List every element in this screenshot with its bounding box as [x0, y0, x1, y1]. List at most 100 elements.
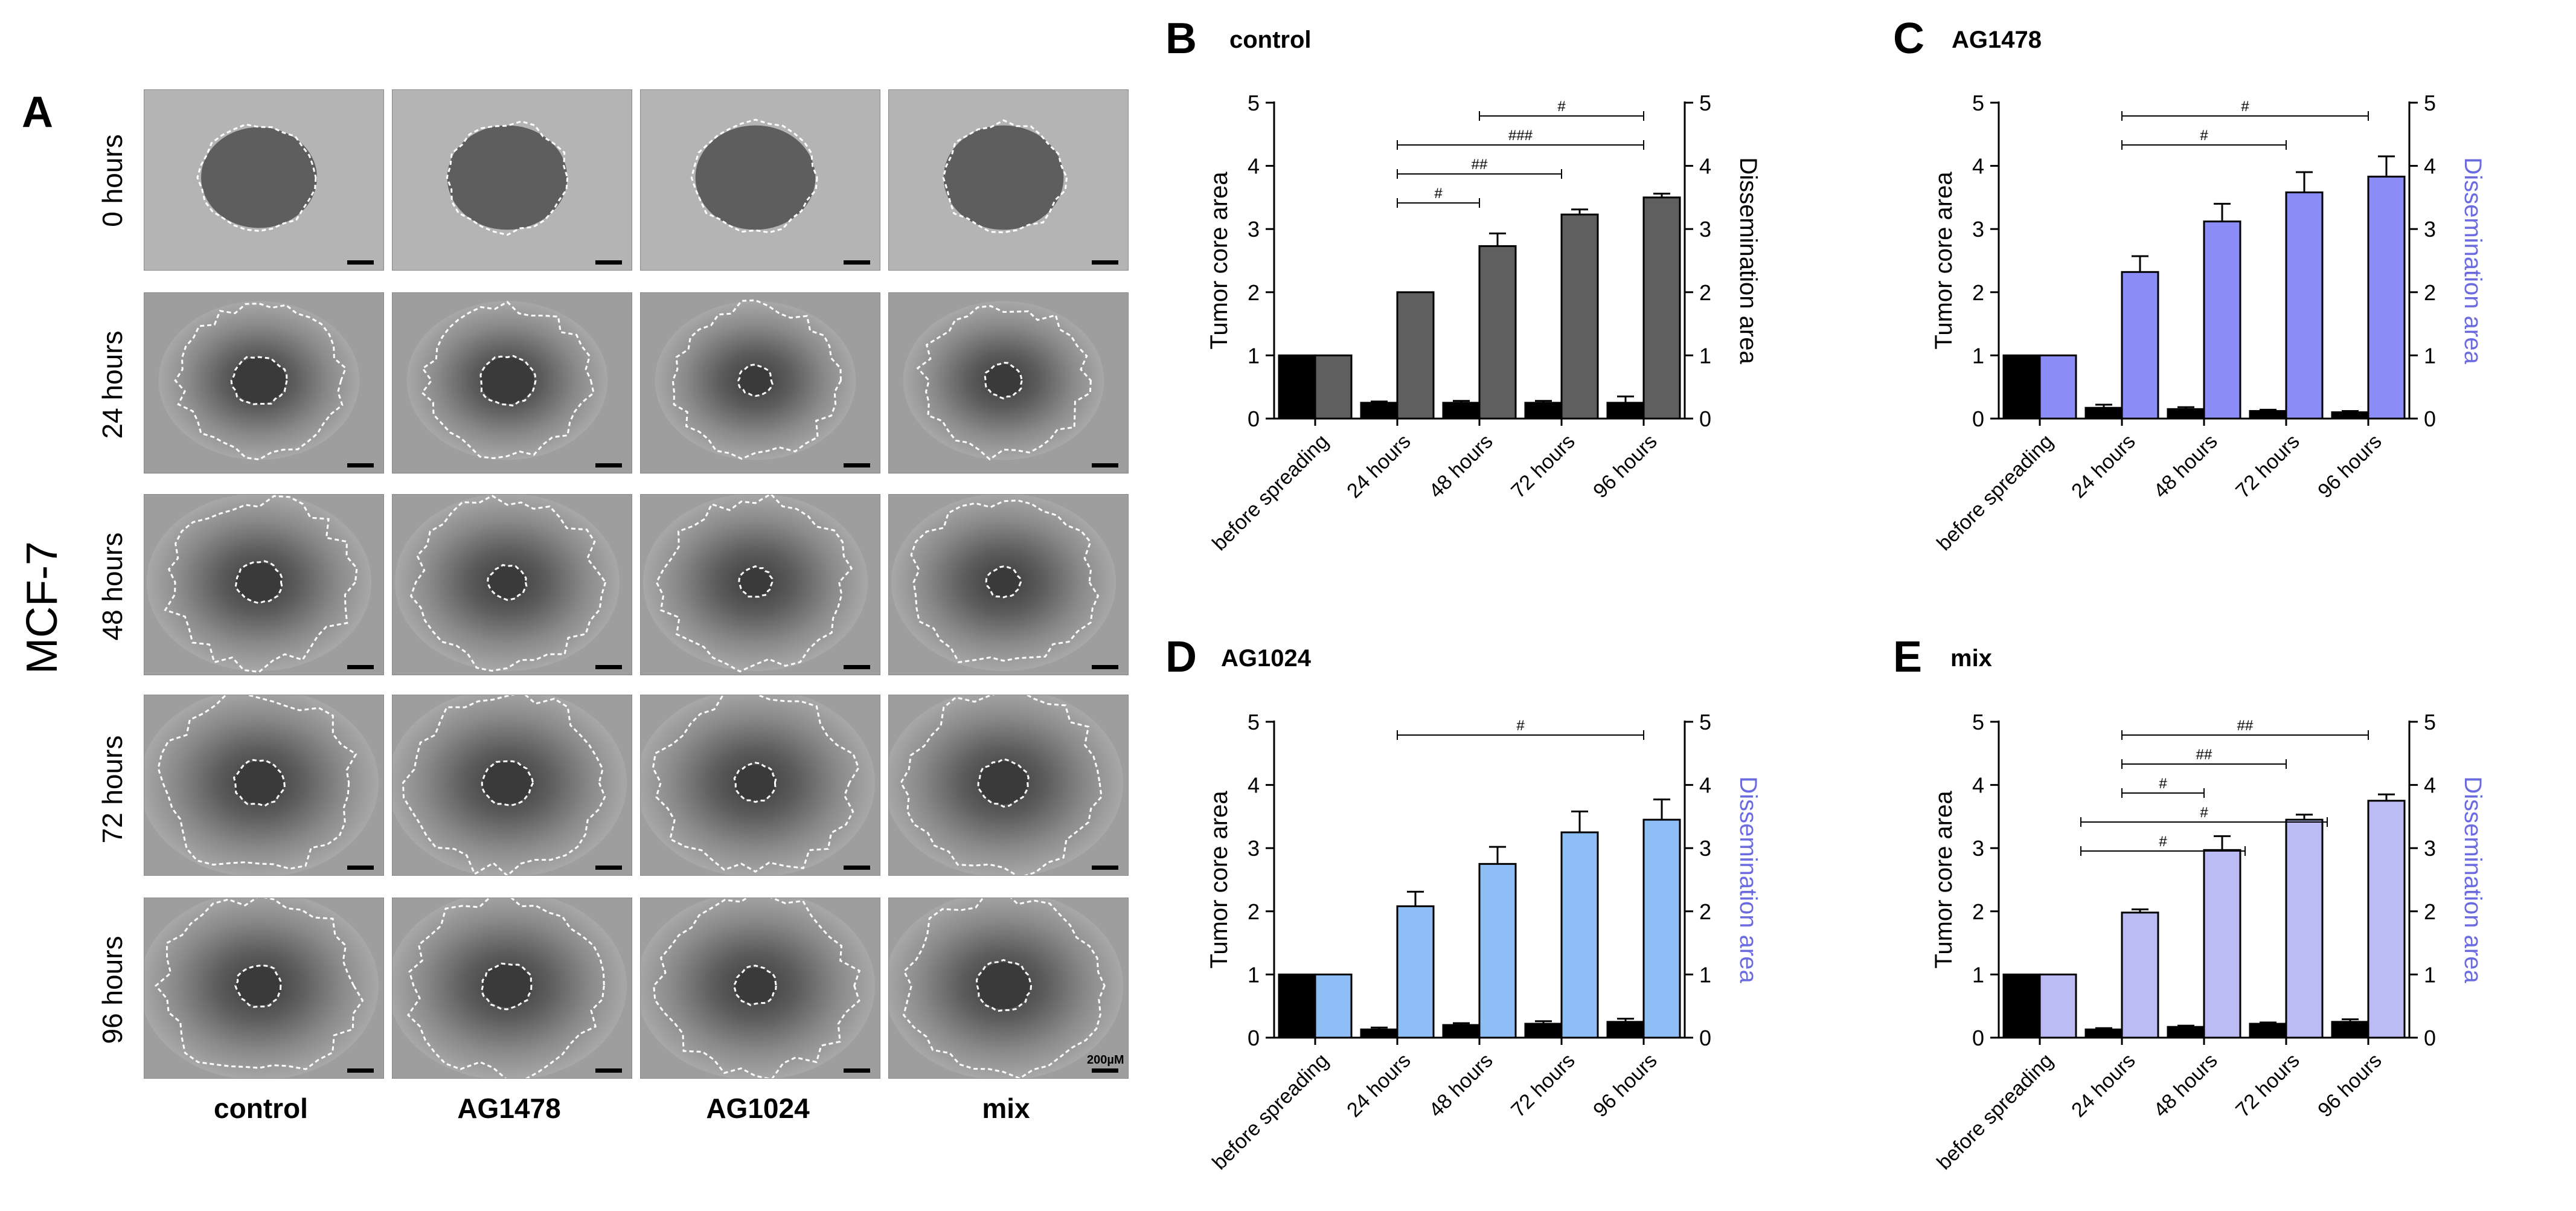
bar [1642, 818, 1681, 1039]
panel-c-title: AG1478 [1952, 27, 2042, 53]
micrograph-4-1 [392, 898, 632, 1079]
x-tick-label: before spreading [1208, 1049, 1333, 1174]
significance-label: # [1557, 98, 1566, 115]
row-label-96h: 96 hours [97, 936, 128, 1044]
bar [2367, 175, 2406, 420]
y-tick-label: 0 [1972, 1026, 1984, 1050]
x-tick-label: 48 hours [1424, 430, 1497, 503]
bar [1560, 213, 1599, 420]
x-tick-label: before spreading [1932, 1049, 2057, 1174]
x-tick-label: 96 hours [1589, 1049, 1661, 1122]
x-tick-label: 24 hours [2067, 430, 2139, 503]
scale-bar [347, 260, 374, 265]
significance-label: ## [2237, 718, 2254, 734]
y2-tick-label: 5 [2424, 710, 2436, 734]
row-label-48h: 48 hours [97, 532, 128, 641]
y-tick-label: 1 [1972, 343, 1984, 368]
y2-tick-label: 3 [1699, 836, 1711, 861]
bar [2203, 849, 2241, 1039]
y-tick-label: 5 [1972, 91, 1984, 115]
scale-bar [595, 866, 622, 870]
bar [1524, 402, 1563, 420]
bar [1278, 354, 1316, 420]
significance-label: ### [1508, 127, 1533, 144]
x-tick-label: 72 hours [1507, 1049, 1579, 1122]
bar [2167, 1026, 2205, 1039]
micrograph-3-1 [392, 695, 632, 876]
y-tick-label: 1 [1248, 962, 1260, 987]
bar [2039, 973, 2077, 1039]
x-tick-label: before spreading [1932, 430, 2057, 555]
bar [1442, 1024, 1481, 1039]
y2-tick-label: 3 [1699, 217, 1711, 242]
y2-tick-label: 0 [1699, 1026, 1711, 1050]
y-tick-label: 2 [1248, 280, 1260, 305]
x-tick-label: 48 hours [2149, 430, 2222, 503]
scale-bar [1092, 866, 1118, 870]
panel-e-title: mix [1950, 645, 1992, 672]
y2-tick-label: 2 [1699, 280, 1711, 305]
bar [1560, 831, 1599, 1039]
chart-b-control: 0 0 1 1 2 2 3 3 4 4 5 5 Tumor core area Dissemination… [1206, 91, 1761, 555]
bar [1606, 1021, 1645, 1039]
bar [1360, 1028, 1399, 1039]
y-tick-label: 4 [1972, 773, 1984, 798]
scale-bar [844, 665, 870, 669]
x-tick-label: 24 hours [1342, 430, 1415, 503]
panel-b-title: control [1229, 27, 1312, 53]
chart-d-ag1024: 0 0 1 1 2 2 3 3 4 4 5 5 Tumor core area Dissemination… [1206, 710, 1761, 1174]
x-tick-label: 24 hours [2067, 1049, 2139, 1122]
bar [1442, 402, 1481, 420]
micrograph-4-2 [640, 898, 880, 1079]
x-tick-label: 72 hours [2231, 1049, 2304, 1122]
bar [2167, 408, 2205, 420]
y-tick-label: 0 [1248, 406, 1260, 431]
scale-bar [844, 260, 870, 265]
significance-label: # [2159, 834, 2167, 850]
chart-e-mix: 0 0 1 1 2 2 3 3 4 4 5 5 Tumor core area Dissemination… [1930, 710, 2486, 1174]
y2-axis-label: Dissemination area [1735, 157, 1761, 364]
col-label-control: control [214, 1093, 308, 1124]
bar [1478, 862, 1517, 1039]
col-label-ag1478: AG1478 [457, 1093, 561, 1124]
y2-tick-label: 4 [1699, 154, 1711, 179]
y2-tick-label: 5 [1699, 710, 1711, 734]
bar [2285, 818, 2324, 1039]
bar [1314, 973, 1353, 1039]
bar [2331, 1021, 2369, 1039]
bar [1642, 196, 1681, 420]
micrograph-3-2 [640, 695, 880, 876]
micrograph-0-1 [392, 89, 632, 271]
scale-bar [1092, 463, 1118, 467]
y-axis-label: Tumor core area [1206, 791, 1232, 969]
scale-bar [347, 866, 374, 870]
y-tick-label: 5 [1248, 91, 1260, 115]
y-axis-label: Tumor core area [1930, 791, 1957, 969]
bar [2121, 271, 2159, 420]
y-tick-label: 0 [1248, 1026, 1260, 1050]
micrograph-3-3 [888, 695, 1129, 876]
scale-bar [595, 260, 622, 265]
micrograph-4-3: 200µM [888, 898, 1129, 1079]
micrograph-2-1 [392, 494, 632, 675]
panel-a-letter: A [22, 88, 53, 137]
bar [1396, 905, 1435, 1039]
bar [2002, 973, 2041, 1039]
micrograph-0-2 [640, 89, 880, 271]
y-tick-label: 3 [1248, 836, 1260, 861]
bar [2367, 800, 2406, 1039]
panel-e-letter: E [1893, 633, 1923, 681]
significance-label: # [1434, 185, 1443, 202]
x-tick-label: 48 hours [2149, 1049, 2222, 1122]
y2-tick-label: 1 [1699, 343, 1711, 368]
scale-bar [347, 1068, 374, 1073]
bar [2121, 911, 2159, 1039]
bar [2331, 411, 2369, 420]
y-tick-label: 1 [1972, 962, 1984, 987]
y2-tick-label: 1 [2424, 343, 2436, 368]
x-tick-label: 96 hours [1589, 430, 1661, 503]
chart-c-ag1478: 0 0 1 1 2 2 3 3 4 4 5 5 Tumor core area Dissemination… [1930, 91, 2486, 555]
scale-bar [595, 463, 622, 467]
bar [2249, 410, 2287, 420]
row-label-24h: 24 hours [97, 330, 128, 439]
